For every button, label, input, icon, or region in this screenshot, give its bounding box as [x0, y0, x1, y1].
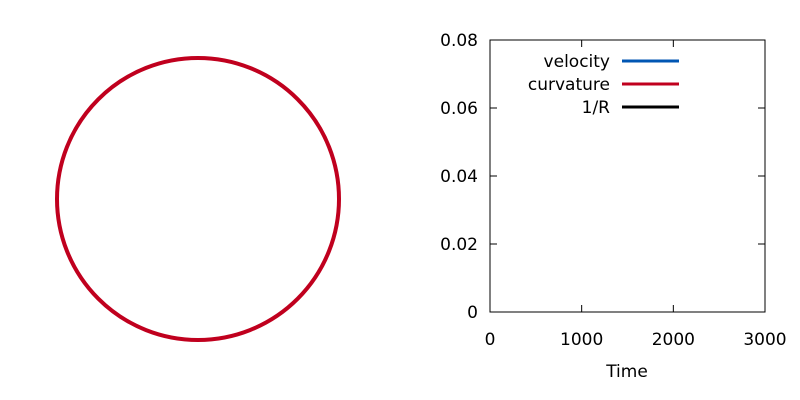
x-tick-label: 3000 [743, 330, 786, 350]
y-tick-label: 0.06 [440, 99, 478, 119]
y-axis-ticks: 0 0.02 0.04 0.06 0.08 [440, 31, 765, 323]
x-tick-label: 0 [485, 330, 496, 350]
x-tick-label: 2000 [652, 330, 695, 350]
x-tick-label: 1000 [560, 330, 603, 350]
y-tick-label: 0.08 [440, 31, 478, 51]
legend-label-3: 1/R [582, 98, 611, 118]
circle-panel [55, 56, 341, 342]
y-tick-label: 0 [467, 303, 478, 323]
x-axis-title: Time [605, 362, 648, 382]
interface-circle [55, 56, 341, 342]
legend-label-1: velocity [544, 52, 610, 72]
time-plot: 0 1000 2000 3000 0 0.02 0.04 0.06 0.08 Time vel… [440, 31, 786, 382]
x-axis-ticks: 0 1000 2000 3000 [485, 40, 787, 350]
y-tick-label: 0.02 [440, 235, 478, 255]
legend-label-2: curvature [528, 75, 610, 95]
legend: velocity curvature 1/R [528, 52, 679, 118]
y-tick-label: 0.04 [440, 167, 478, 187]
